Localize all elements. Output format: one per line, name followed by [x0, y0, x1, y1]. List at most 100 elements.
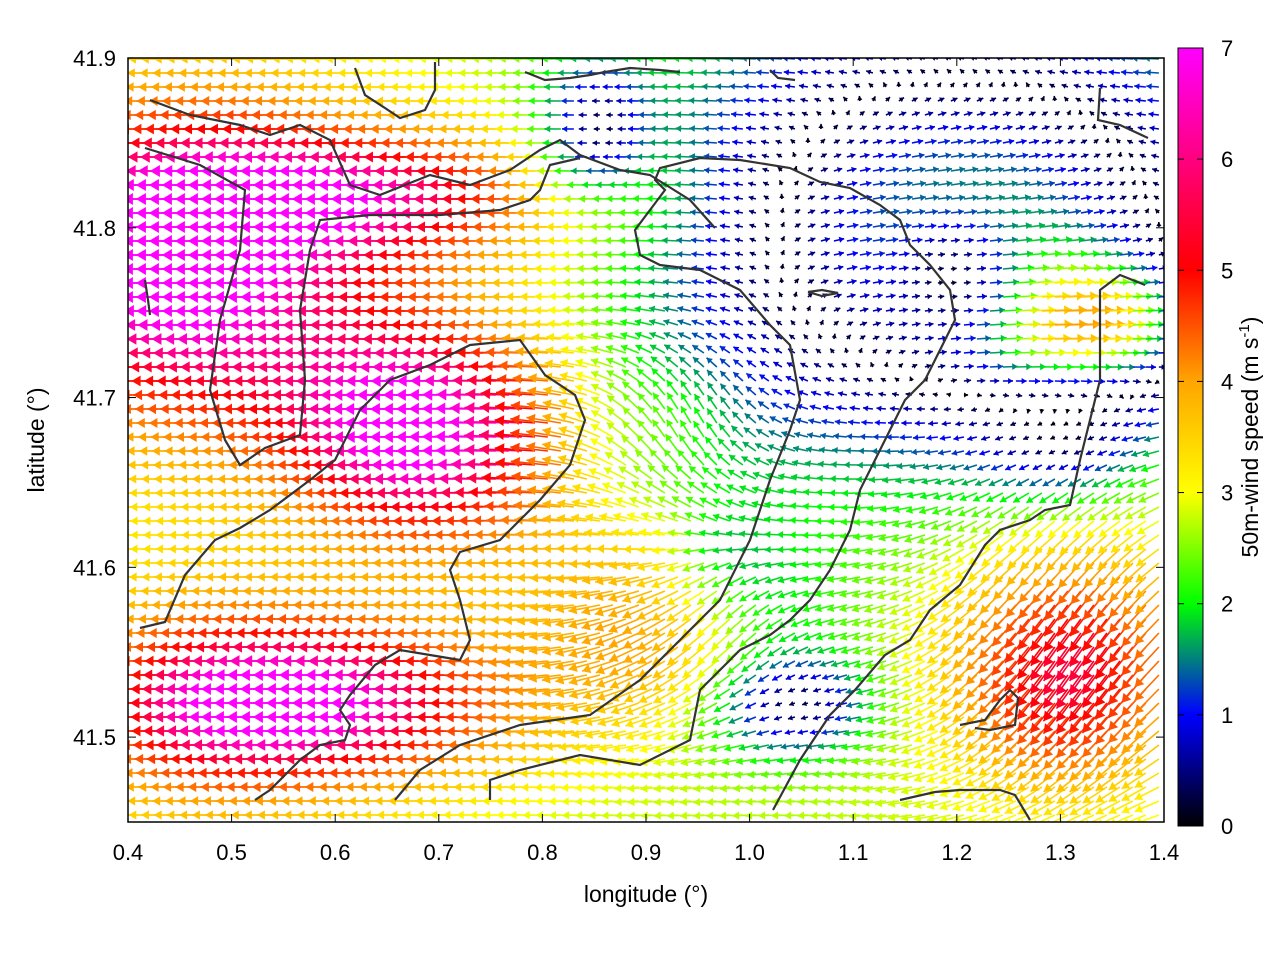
wind-arrow-head: [1017, 794, 1027, 803]
wind-arrow: [874, 812, 899, 821]
wind-arrow-head: [248, 767, 258, 779]
wind-arrow: [128, 688, 132, 690]
wind-arrow-head: [441, 796, 450, 806]
wind-arrow-head: [965, 803, 974, 812]
wind-arrow-head: [443, 810, 451, 820]
wind-arrow-head: [849, 798, 857, 807]
wind-arrow-head: [200, 781, 209, 793]
wind-arrow-head: [719, 811, 727, 820]
wind-arrow-head: [952, 790, 962, 799]
wind-arrow-head: [451, 768, 460, 778]
wind-arrow-head: [772, 784, 780, 793]
wind-arrow-head: [101, 782, 109, 791]
wind-arrow-head: [251, 781, 261, 793]
wind-arrow-head: [875, 799, 883, 808]
wind-arrow-head: [732, 797, 740, 806]
wind-arrow-head: [875, 785, 883, 794]
wind-arrow-head: [117, 545, 124, 554]
wind-arrow-head: [507, 782, 515, 792]
wind-arrow-head: [900, 813, 909, 822]
wind-arrow-head: [774, 770, 781, 779]
wind-arrow-head: [548, 797, 556, 806]
wind-arrow-head: [1004, 806, 1014, 814]
wind-arrow-head: [587, 797, 596, 806]
wind-arrow: [128, 660, 132, 662]
wind-arrow-head: [358, 782, 367, 792]
wind-arrow-head: [574, 797, 583, 806]
wind-arrow-shaft: [1051, 814, 1069, 822]
wind-arrow-head: [810, 811, 818, 820]
wind-arrow-head: [966, 816, 973, 822]
wind-arrow: [887, 786, 913, 795]
wind-arrow-head: [1043, 807, 1053, 816]
wind-arrow-head: [215, 796, 224, 806]
wind-arrow-head: [1030, 807, 1040, 815]
wind-arrow-head: [301, 767, 311, 779]
wind-arrow-head: [281, 796, 290, 806]
wind-arrow-head: [117, 559, 124, 568]
wind-arrow-head: [210, 767, 220, 779]
wind-arrow-head: [152, 796, 161, 806]
wind-arrow-head: [719, 784, 727, 793]
wind-arrow-head: [243, 810, 252, 820]
wind-arrow: [861, 812, 886, 821]
wind-arrow-head: [261, 767, 271, 779]
wind-arrow-head: [1134, 792, 1144, 801]
wind-arrow: [640, 771, 665, 780]
wind-arrow-head: [991, 793, 1001, 801]
wind-arrow-head: [939, 802, 948, 811]
wind-arrow-head: [680, 771, 688, 780]
wind-arrow-head: [1069, 807, 1079, 816]
wind-arrow-head: [1007, 818, 1012, 822]
wind-arrow-head: [291, 781, 301, 793]
wind-arrow-head: [382, 768, 392, 779]
wind-arrow-head: [520, 782, 529, 792]
wind-arrow-head: [222, 767, 233, 779]
wind-arrow-head: [114, 782, 122, 791]
wind-arrow: [653, 784, 678, 793]
wind-arrow-head: [164, 796, 173, 806]
wind-arrow: [586, 770, 613, 779]
wind-arrow-head: [288, 767, 298, 779]
wind-arrow: [993, 814, 1017, 822]
wind-arrow-head: [225, 781, 235, 793]
wind-arrow: [1121, 800, 1147, 814]
wind-arrow-head: [342, 767, 351, 779]
wind-arrow-head: [862, 812, 870, 821]
wind-arrow-head: [128, 753, 132, 765]
wind-arrow: [1108, 786, 1134, 803]
wind-arrow: [900, 813, 926, 822]
wind-arrow-head: [653, 784, 661, 793]
wind-arrow-head: [746, 784, 754, 793]
wind-arrow-head: [939, 815, 948, 822]
wind-arrow-head: [112, 628, 120, 638]
wind-arrow-head: [204, 810, 213, 820]
wind-arrow: [560, 769, 587, 779]
wind-arrow-head: [369, 767, 378, 779]
wind-arrow-head: [980, 817, 986, 822]
wind-arrow-head: [693, 784, 701, 793]
wind-arrow: [1020, 814, 1043, 822]
wind-arrow-head: [166, 810, 175, 820]
wind-arrow-head: [573, 769, 582, 779]
wind-arrow-head: [314, 767, 324, 779]
wind-arrow-shaft: [981, 814, 1004, 822]
wind-arrow: [613, 784, 639, 793]
wind-arrow-head: [481, 796, 490, 806]
wind-arrow-shaft: [1137, 814, 1160, 822]
wind-arrow-head: [887, 813, 896, 822]
wind-arrow-head: [388, 796, 396, 806]
wind-arrow-head: [321, 796, 330, 806]
wind-arrow: [1004, 800, 1030, 815]
wind-arrow-head: [294, 796, 303, 806]
wind-arrow: [627, 784, 652, 793]
wind-arrow: [666, 797, 691, 807]
wind-arrow-head: [1098, 818, 1102, 822]
wind-arrow-head: [217, 810, 226, 820]
wind-arrow-head: [116, 586, 124, 595]
wind-arrow: [653, 771, 679, 780]
wind-arrow-head: [560, 783, 569, 792]
wind-arrow-head: [136, 768, 145, 778]
wind-arrow: [926, 814, 952, 822]
wind-arrow: [626, 770, 652, 780]
